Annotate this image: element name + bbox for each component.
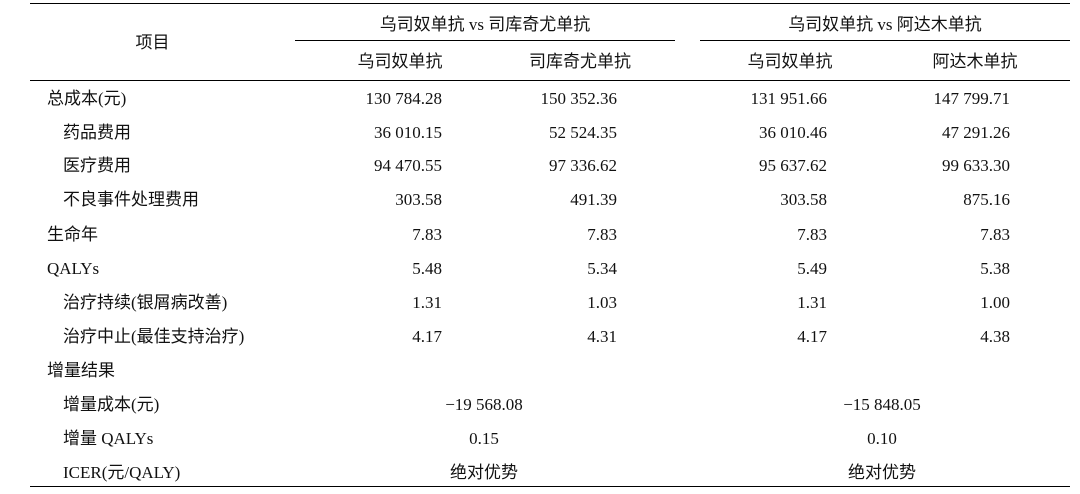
row-label: 药品费用 (63, 123, 131, 142)
table-cell: 4.38 (980, 327, 1010, 346)
table-cell: 4.17 (797, 327, 827, 346)
row-label: 总成本(元) (47, 89, 127, 108)
incremental-row-label: 增量成本(元) (63, 395, 160, 414)
table-top-rule (30, 3, 1070, 4)
table-cell: 875.16 (963, 190, 1010, 209)
table-cell: 1.00 (980, 293, 1010, 312)
table-cell: 1.31 (412, 293, 442, 312)
table-cell: 1.03 (587, 293, 617, 312)
table-cell: 5.38 (980, 259, 1010, 278)
group2-title: 乌司奴单抗 vs 阿达木单抗 (788, 15, 982, 34)
table-cell: 303.58 (780, 190, 827, 209)
table-cell: 47 291.26 (942, 123, 1010, 142)
table-cell: 130 784.28 (365, 89, 443, 108)
header-item-label: 项目 (135, 33, 170, 52)
table-cell: 5.49 (797, 259, 827, 278)
group1-col-b-header: 司库奇尤单抗 (529, 52, 631, 71)
row-label: 生命年 (47, 225, 98, 244)
table-cell: 36 010.46 (759, 123, 827, 142)
incremental-cell: −19 568.08 (445, 395, 523, 414)
group1-col-a-header: 乌司奴单抗 (357, 52, 443, 71)
row-label: 治疗中止(最佳支持治疗) (63, 327, 245, 346)
table-cell: 5.34 (587, 259, 617, 278)
table-cell: 491.39 (570, 190, 617, 209)
row-label: 治疗持续(银屑病改善) (63, 293, 228, 312)
group2-underline (700, 40, 1070, 41)
incremental-row-label: 增量 QALYs (63, 429, 154, 448)
table-cell: 99 633.30 (942, 156, 1010, 175)
incremental-cell: 0.10 (867, 429, 897, 448)
table-cell: 5.48 (412, 259, 442, 278)
table-cell: 94 470.55 (374, 156, 442, 175)
incremental-cell: −15 848.05 (843, 395, 921, 414)
incremental-row-label: ICER(元/QALY) (63, 463, 181, 482)
table-bottom-rule (30, 486, 1070, 487)
incremental-cell: 绝对优势 (450, 463, 518, 482)
table-cell: 4.17 (412, 327, 442, 346)
section-label-incremental: 增量结果 (47, 361, 115, 380)
incremental-cell: 0.15 (469, 429, 499, 448)
table-cell: 131 951.66 (750, 89, 828, 108)
group1-underline (295, 40, 675, 41)
group1-title: 乌司奴单抗 vs 司库奇尤单抗 (379, 15, 591, 34)
header-bottom-rule (30, 80, 1070, 81)
table-cell: 147 799.71 (933, 89, 1011, 108)
table-cell: 150 352.36 (540, 89, 618, 108)
group2-col-a-header: 乌司奴单抗 (747, 52, 833, 71)
row-label: 医疗费用 (63, 156, 131, 175)
incremental-cell: 绝对优势 (848, 463, 916, 482)
row-label: QALYs (47, 259, 100, 278)
table-cell: 36 010.15 (374, 123, 442, 142)
table-cell: 7.83 (980, 225, 1010, 244)
table-cell: 4.31 (587, 327, 617, 346)
table-cell: 7.83 (412, 225, 442, 244)
table-cell: 7.83 (587, 225, 617, 244)
table-cell: 52 524.35 (549, 123, 617, 142)
group2-col-b-header: 阿达木单抗 (932, 52, 1018, 71)
row-label: 不良事件处理费用 (63, 190, 199, 209)
table-cell: 303.58 (395, 190, 442, 209)
table-cell: 97 336.62 (549, 156, 617, 175)
table-cell: 7.83 (797, 225, 827, 244)
table-cell: 95 637.62 (759, 156, 827, 175)
table-cell: 1.31 (797, 293, 827, 312)
